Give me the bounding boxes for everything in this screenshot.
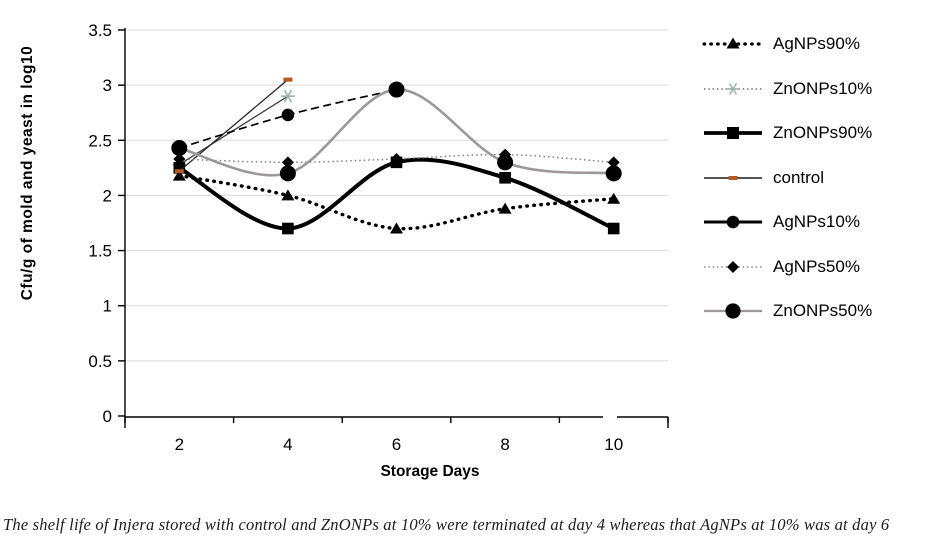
legend-item-agnps50: AgNPs50% [702, 257, 872, 277]
chart-svg: 0 0.5 1 1.5 2 2.5 3 3.5 2 4 6 8 10 Storage Days Cfu/g … [19, 21, 669, 480]
y-axis-title: Cfu/g of mold and yeast in log10 [19, 46, 36, 301]
legend-sample-dotted-asterisk-icon [704, 82, 762, 95]
series-ZnONPs50pct [171, 81, 622, 182]
y-tick-label: 1.5 [88, 242, 112, 261]
legend-item-control: control [702, 168, 872, 188]
data-point-marker [607, 192, 621, 204]
data-point-marker [172, 169, 186, 181]
x-tick-label: 8 [500, 435, 509, 454]
data-point-marker [605, 165, 622, 182]
legend-sample-solid-dash-icon [704, 175, 762, 180]
y-tick-label: 2 [103, 186, 112, 205]
y-tick-label: 2.5 [88, 131, 112, 150]
data-point-marker [283, 77, 293, 82]
data-point-marker [499, 171, 511, 184]
y-tick-labels: 0 0.5 1 1.5 2 2.5 3 3.5 [88, 21, 112, 426]
data-point-marker [280, 89, 295, 103]
y-tick-label: 3 [103, 76, 112, 95]
legend-item-agnps90: AgNPs90% [702, 34, 872, 54]
data-point-marker [390, 222, 403, 234]
legend-sample-dotted-diamond-icon [704, 260, 762, 273]
x-tick-labels: 2 4 6 8 10 [175, 435, 624, 454]
data-point-marker [607, 156, 620, 169]
legend: AgNPs90% ZnONPs10% ZnONPs90% [702, 34, 872, 321]
data-point-marker [390, 153, 403, 166]
data-point-marker [388, 81, 405, 98]
legend-item-znonps90: ZnONPs90% [702, 123, 872, 143]
data-point-marker [281, 156, 294, 169]
legend-sample-dotted-triangle-icon [702, 37, 764, 49]
chart-canvas: 0 0.5 1 1.5 2 2.5 3 3.5 2 4 6 8 10 Storage Days Cfu/g … [19, 21, 669, 480]
y-tick-label: 0 [103, 407, 112, 426]
legend-sample-solid-circle-icon [704, 215, 762, 229]
data-point-marker [497, 154, 514, 171]
legend-label: AgNPs50% [773, 256, 860, 276]
legend-label: ZnONPs90% [773, 123, 873, 142]
gridlines [125, 29, 668, 362]
legend-sample-gray-circle-icon [704, 303, 762, 319]
legend-label: ZnONPs10% [773, 78, 873, 98]
data-point-marker [281, 189, 295, 201]
series-control [174, 77, 293, 174]
data-point-marker [282, 222, 294, 235]
x-tick-label: 2 [175, 435, 184, 454]
data-point-marker [174, 169, 184, 174]
legend-item-znonps50: ZnONPs50% [702, 301, 872, 321]
legend-label: AgNPs90% [773, 34, 860, 53]
x-tick-label: 10 [604, 435, 623, 454]
x-axis-title: Storage Days [380, 463, 479, 480]
series-line [178, 79, 289, 172]
legend-label: AgNPs10% [773, 212, 860, 231]
axes [118, 28, 669, 428]
legend-item-agnps10: AgNPs10% [702, 212, 872, 232]
series-AgNPs90pct [172, 169, 621, 234]
data-point-marker [171, 140, 188, 157]
y-tick-label: 3.5 [88, 21, 112, 40]
legend-label: ZnONPs50% [773, 301, 873, 320]
legend-label: control [773, 167, 825, 187]
series-AgNPs10pct [173, 83, 403, 155]
data-point-marker [281, 108, 295, 122]
series-line [177, 173, 616, 231]
y-tick-label: 0.5 [88, 352, 112, 371]
data-point-marker [173, 162, 186, 174]
data-point-marker [498, 202, 512, 214]
figure-caption: The shelf life of Injera stored with con… [3, 515, 890, 534]
data-point-marker [173, 153, 186, 166]
data-point-marker [279, 165, 296, 182]
legend-sample-solid-square-icon [704, 127, 762, 139]
data-point-marker [607, 222, 620, 235]
legend-item-znonps10: ZnONPs10% [702, 79, 872, 99]
x-tick-label: 4 [283, 435, 292, 454]
y-tick-label: 1 [103, 297, 112, 316]
x-tick-label: 6 [392, 435, 401, 454]
